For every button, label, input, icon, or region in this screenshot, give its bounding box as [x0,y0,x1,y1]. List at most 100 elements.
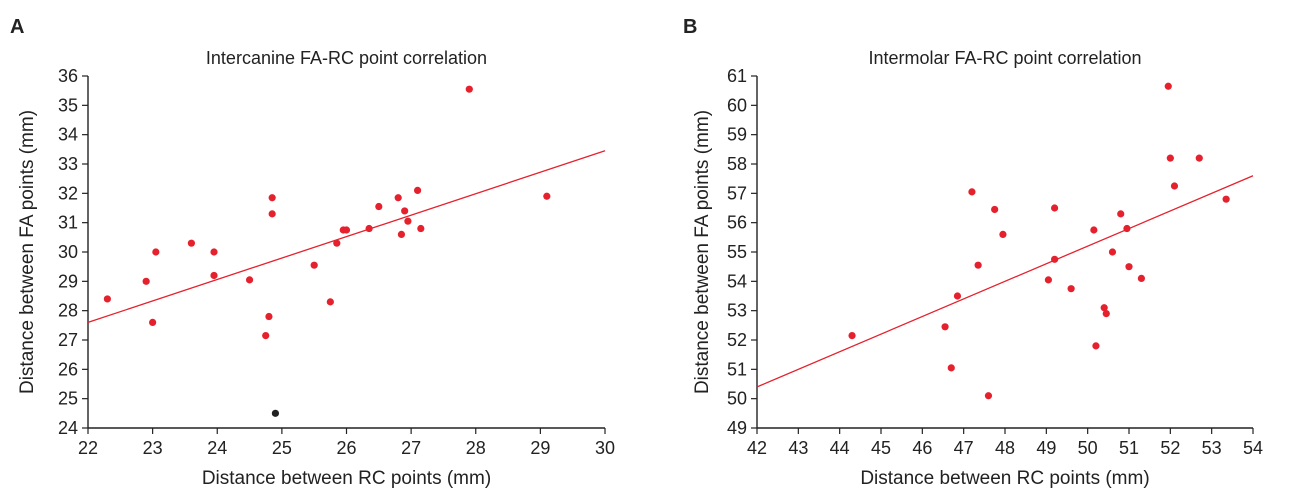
y-tick-label: 55 [727,242,747,262]
x-tick-label: 48 [995,438,1015,458]
y-tick-label: 36 [58,66,78,86]
data-point [543,192,551,200]
y-tick-label: 59 [727,125,747,145]
data-point [187,239,195,247]
data-point [1108,248,1117,256]
data-point [265,312,273,321]
x-tick-label: 53 [1202,438,1222,458]
y-tick-label: 27 [58,330,78,350]
x-tick-label: 30 [595,438,615,458]
data-point [245,276,254,284]
data-point [953,292,962,300]
data-point [149,318,157,326]
data-point [1195,154,1203,162]
x-tick-label: 22 [78,438,98,458]
y-tick-label: 24 [58,418,78,438]
data-point [404,217,412,225]
x-tick-label: 50 [1078,438,1098,458]
fit-line [756,175,1254,388]
axes: 22 23 24 25 26 27 28 29 30 24 25 26 27 28 29 30 31 32 33 34… [58,66,615,458]
data-point [1051,255,1059,263]
y-tick-label: 58 [727,154,747,174]
x-tick-label: 49 [1036,438,1056,458]
data-point [210,248,218,256]
y-tick-label: 51 [727,359,747,379]
data-point [310,261,318,269]
y-axis-title: Distance between FA points (mm) [692,110,713,394]
data-point [1125,263,1133,271]
data-point [152,248,160,256]
data-point [1117,210,1125,218]
data-point [365,224,373,233]
chart-title: Intermolar FA-RC point correlation [868,48,1141,68]
data-point [1090,226,1098,234]
x-tick-label: 52 [1160,438,1180,458]
data-point [1164,82,1172,90]
y-tick-label: 32 [58,183,78,203]
x-tick-label: 54 [1243,438,1263,458]
y-tick-label: 57 [727,183,747,203]
data-point-highlight [271,409,280,417]
data-point [342,226,351,234]
fit-line-group [87,150,606,324]
x-tick-label: 28 [466,438,486,458]
chart-title: Intercanine FA-RC point correlation [206,48,487,68]
data-point [413,186,422,194]
data-point [103,295,111,303]
panel-a: A Intercanine FA-RC point correlation 22… [10,16,615,489]
data-point [417,224,425,233]
data-point [947,364,955,372]
x-tick-label: 29 [530,438,550,458]
data-point [1067,285,1075,293]
fit-line-group [756,175,1254,388]
data-point [1092,342,1100,350]
data-point [1102,310,1110,318]
data-point [1137,274,1145,282]
data-point [333,239,341,247]
x-tick-label: 25 [272,438,292,458]
data-point [268,194,276,202]
x-tick-label: 24 [207,438,227,458]
x-axis-title: Distance between RC points (mm) [202,468,491,489]
x-tick-label: 43 [788,438,808,458]
y-tick-label: 56 [727,213,747,233]
data-point [401,207,409,215]
y-tick-label: 53 [727,301,747,321]
data-point [375,202,383,211]
data-point [984,392,993,400]
y-tick-label: 30 [58,242,78,262]
data-point [999,230,1007,238]
data-point [968,188,976,196]
data-point [1166,154,1174,162]
data-point [1222,195,1230,203]
fit-line [87,150,606,324]
x-tick-label: 51 [1119,438,1139,458]
panel-label: A [10,16,24,38]
y-tick-label: 29 [58,271,78,291]
y-tick-label: 28 [58,301,78,321]
x-tick-label: 23 [143,438,163,458]
y-tick-label: 49 [727,418,747,438]
data-point [1100,304,1108,312]
data-point [1044,276,1052,284]
y-tick-label: 61 [727,66,747,86]
x-tick-label: 47 [954,438,974,458]
y-tick-label: 54 [727,271,747,291]
y-tick-label: 34 [58,125,78,145]
panel-label: B [683,16,697,38]
data-points [103,85,551,417]
data-point [142,277,150,285]
x-tick-label: 26 [336,438,356,458]
y-tick-label: 25 [58,389,78,409]
data-point [394,194,402,202]
axes: 42 43 44 45 46 47 48 49 50 51 52 53 54 49 50 51 52 53 54 55… [727,66,1263,458]
data-point [268,210,276,218]
data-point [848,332,856,340]
data-point [991,205,999,214]
x-tick-label: 46 [912,438,932,458]
y-tick-label: 26 [58,359,78,379]
data-point [326,298,334,306]
x-tick-label: 42 [747,438,767,458]
y-axis-title: Distance between FA points (mm) [17,110,38,394]
